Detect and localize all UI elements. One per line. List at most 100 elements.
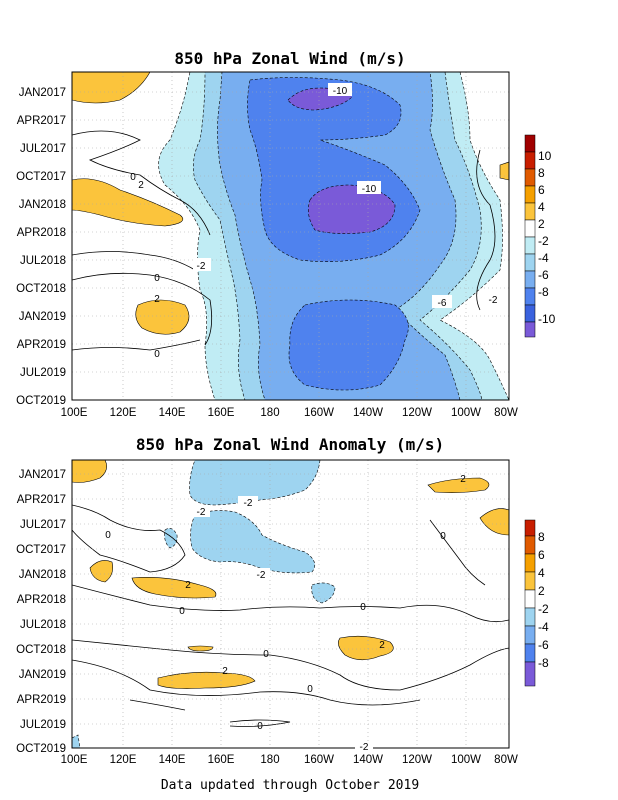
- bottom-band-plus2-f: [338, 635, 394, 661]
- bottom-cb-7: [524, 643, 536, 663]
- top-y-ticks: JAN2017 APR2017 JUL2017 OCT2017 JAN2018 …: [16, 87, 66, 407]
- bottom-clabel-5: 0: [105, 530, 111, 541]
- top-ytick-5: APR2018: [17, 227, 66, 239]
- bottom-cblabel-2: 4: [538, 566, 545, 580]
- top-cb-7: [524, 253, 536, 272]
- bottom-clabel-1: -2: [244, 498, 253, 509]
- top-band-plus2-b: [72, 178, 184, 227]
- top-grid: [72, 72, 509, 400]
- bottom-band-plus2-e: [131, 577, 217, 599]
- top-xtick-1: 120E: [110, 407, 137, 419]
- bottom-x-ticks: 100E 120E 140E 160E 180 160W 140W 120W 1…: [61, 754, 518, 766]
- bottom-ytick-7: OCT2018: [16, 644, 66, 656]
- bottom-xtick-0: 100E: [61, 754, 88, 766]
- bottom-cb-6: [524, 625, 536, 645]
- top-xtick-4: 180: [260, 407, 279, 419]
- bottom-clabel-2: -2: [197, 507, 206, 518]
- bottom-band-plus2-c: [479, 508, 509, 536]
- bottom-clabel-4: -2: [360, 742, 369, 753]
- bottom-ytick-10: JUL2019: [20, 719, 66, 731]
- top-cb-9: [524, 287, 536, 306]
- bottom-ytick-2: JUL2017: [20, 519, 66, 531]
- top-contour-zero-1: [72, 130, 211, 236]
- top-ytick-7: OCT2018: [16, 283, 66, 295]
- top-clabel-2: -10: [362, 184, 377, 195]
- top-band-plus2-d: [499, 161, 509, 181]
- bottom-cblabel-0: 8: [538, 530, 545, 544]
- top-clabel-4: -2: [197, 261, 206, 272]
- bottom-clabel-12: 2: [460, 474, 466, 485]
- top-band-plus2-c: [135, 299, 190, 335]
- bottom-contour-zero-5: [229, 719, 291, 727]
- bottom-contour-zero-4: [72, 659, 421, 706]
- bottom-xtick-5: 160W: [304, 754, 334, 766]
- top-clabel-9: 2: [138, 180, 144, 191]
- top-ytick-4: JAN2018: [19, 199, 66, 211]
- top-ytick-11: OCT2019: [16, 395, 66, 407]
- bottom-ytick-3: OCT2017: [16, 544, 66, 556]
- top-ytick-6: JUL2018: [20, 255, 66, 267]
- bottom-xtick-3: 160E: [208, 754, 235, 766]
- bottom-y-ticks: JAN2017 APR2017 JUL2017 OCT2017 JAN2018 …: [16, 469, 66, 755]
- bottom-cblabel-5: -4: [538, 620, 549, 634]
- bottom-xtick-8: 100W: [451, 754, 481, 766]
- bottom-xtick-6: 140W: [353, 754, 383, 766]
- top-clabel-6: 0: [130, 172, 136, 183]
- bottom-plot-frame: [71, 459, 510, 749]
- top-clabel-8: 0: [154, 349, 160, 360]
- bottom-band-minus2-e: [72, 734, 81, 748]
- top-clabel-5: -2: [489, 295, 498, 306]
- top-cblabel-2: 6: [538, 183, 545, 197]
- bottom-cblabel-1: 6: [538, 548, 545, 562]
- bottom-xtick-4: 180: [260, 754, 279, 766]
- bottom-ytick-8: JAN2019: [19, 669, 66, 681]
- bottom-ytick-0: JAN2017: [19, 469, 66, 481]
- top-clabel-1: -10: [333, 86, 348, 97]
- bottom-xtick-7: 120W: [402, 754, 432, 766]
- top-cb-2: [524, 168, 536, 187]
- top-xtick-9: 80W: [494, 407, 518, 419]
- top-contour-zero-5: [476, 149, 496, 311]
- top-ytick-0: JAN2017: [19, 87, 66, 99]
- bottom-grid: [72, 460, 509, 748]
- bottom-band-minus2-c: [164, 528, 178, 549]
- bottom-clabel-14: 2: [379, 640, 385, 651]
- bottom-cb-1: [524, 535, 536, 555]
- top-cb-8: [524, 270, 536, 289]
- bottom-cb-3: [524, 571, 536, 591]
- top-cblabel-6: -4: [538, 251, 549, 265]
- top-cblabel-0: 10: [538, 149, 552, 163]
- bottom-ytick-5: APR2018: [17, 594, 66, 606]
- top-clabel-10: 2: [154, 294, 160, 305]
- top-x-ticks: 100E 120E 140E 160E 180 160W 140W 120W 1…: [61, 407, 518, 419]
- top-chart-title: 850 hPa Zonal Wind (m/s): [174, 49, 405, 68]
- top-cb-0: [524, 134, 536, 153]
- top-contour-zero-4: [72, 339, 201, 351]
- top-clabel-7: 0: [154, 273, 160, 284]
- bottom-clabel-13: 2: [185, 580, 191, 591]
- bottom-cblabel-6: -6: [538, 638, 549, 652]
- bottom-clabel-8: 0: [263, 649, 269, 660]
- top-ytick-1: APR2017: [17, 115, 66, 127]
- bottom-colorbar: 8 6 4 2 -2 -4 -6 -8: [524, 519, 549, 687]
- top-cb-1: [524, 151, 536, 170]
- top-cblabel-9: -10: [538, 312, 556, 326]
- bottom-band-plus2-h: [187, 645, 214, 652]
- top-xtick-7: 120W: [402, 407, 432, 419]
- top-xtick-0: 100E: [61, 407, 88, 419]
- bottom-band-plus2-d: [89, 560, 113, 583]
- bottom-contour-zero-6: [429, 519, 486, 586]
- bottom-contour-zero-7: [129, 699, 186, 711]
- top-cblabel-8: -8: [538, 285, 549, 299]
- top-cb-3: [524, 185, 536, 204]
- bottom-band-minus2-d: [311, 582, 336, 604]
- top-xtick-6: 140W: [353, 407, 383, 419]
- bottom-cb-4: [524, 589, 536, 609]
- top-band-plus2-a: [72, 72, 151, 104]
- bottom-ytick-1: APR2017: [17, 494, 66, 506]
- bottom-cb-0: [524, 519, 536, 537]
- bottom-chart-title: 850 hPa Zonal Wind Anomaly (m/s): [136, 435, 444, 454]
- top-plot-field: [72, 72, 509, 400]
- bottom-cb-8: [524, 661, 536, 687]
